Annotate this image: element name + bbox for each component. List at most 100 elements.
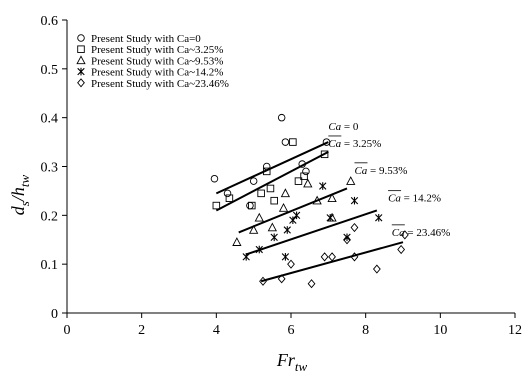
data-point-series-4 xyxy=(307,279,316,289)
axes xyxy=(62,19,516,318)
data-point-series-2 xyxy=(249,224,259,234)
fit-annotation: Ca = 9.53% xyxy=(354,165,407,177)
annotation-value: = 9.53% xyxy=(367,165,407,177)
data-point-series-1 xyxy=(212,201,221,210)
x-tick-label: 12 xyxy=(508,323,522,338)
data-point-series-4 xyxy=(287,259,295,269)
data-point-series-3 xyxy=(270,233,278,242)
data-point-series-0 xyxy=(210,174,219,183)
x-axis-title-sub: tw xyxy=(295,359,308,371)
annotation-symbol: Ca xyxy=(388,193,401,205)
data-point-series-0 xyxy=(322,138,331,146)
x-tick-label: 4 xyxy=(213,323,220,338)
legend-marker xyxy=(77,34,85,42)
data-point-series-1 xyxy=(289,138,297,146)
data-point-series-4 xyxy=(277,274,286,284)
data-point-series-1 xyxy=(294,177,303,185)
data-point-series-1 xyxy=(248,201,256,210)
legend-entry: Present Study with Ca~9.53% xyxy=(91,55,223,67)
data-point-series-2 xyxy=(232,237,242,246)
legend-marker xyxy=(77,45,85,53)
data-points xyxy=(210,113,409,289)
data-point-series-3 xyxy=(319,182,327,190)
data-point-series-1 xyxy=(257,189,265,198)
fit-annotation: Ca = 23.46% xyxy=(392,227,450,239)
fit-annotation: Ca = 14.2% xyxy=(388,193,441,205)
data-point-series-3 xyxy=(242,253,250,261)
y-axis-title-sub-tw: tw xyxy=(17,174,32,187)
y-tick-label: 0.4 xyxy=(41,112,59,127)
data-point-series-0 xyxy=(246,201,254,210)
data-point-series-3 xyxy=(281,253,290,261)
data-point-series-1 xyxy=(320,150,329,159)
fit-annotation: Ca = 3.25% xyxy=(328,138,381,150)
x-tick-label: 10 xyxy=(433,323,447,338)
y-axis-title-sub-s: s xyxy=(17,201,32,206)
data-point-series-4 xyxy=(372,264,381,274)
y-axis-title-d: d xyxy=(8,205,28,215)
annotation-symbol: Ca xyxy=(328,138,341,150)
data-point-series-0 xyxy=(249,177,258,185)
data-point-series-1 xyxy=(225,194,234,202)
y-axis-title: ds/htw xyxy=(8,174,32,215)
fit-line-series-0 xyxy=(215,141,329,195)
data-point-series-3 xyxy=(283,226,291,234)
data-point-series-2 xyxy=(278,202,289,212)
data-point-series-4 xyxy=(343,235,351,245)
legend-entry: Present Study with Ca~23.46% xyxy=(91,78,229,90)
data-point-series-4 xyxy=(350,222,359,233)
tick-labels: 0 2 4 6 8 10 12 0 0.1 0.2 0.3 0.4 0.5 0.6 xyxy=(41,14,522,338)
data-point-series-0 xyxy=(298,160,306,168)
data-point-series-1 xyxy=(266,184,275,193)
y-tick-label: 0.3 xyxy=(41,161,59,176)
fit-line-series-1 xyxy=(215,150,329,212)
annotation-symbol: Ca xyxy=(354,165,367,177)
x-tick-label: 8 xyxy=(362,323,369,338)
legend-entry: Present Study with Ca~14.2% xyxy=(91,67,223,79)
fit-line-series-3 xyxy=(245,209,378,256)
data-point-series-4 xyxy=(259,276,267,286)
data-point-series-3 xyxy=(289,216,297,225)
data-point-series-2 xyxy=(327,193,337,202)
x-axis-title: Frtw xyxy=(276,350,308,371)
data-point-series-4 xyxy=(350,252,359,262)
data-point-series-1 xyxy=(270,196,278,205)
legend-entry: Present Study with Ca~3.25% xyxy=(91,44,223,56)
data-point-series-0 xyxy=(281,138,290,146)
annotation-value: = 0 xyxy=(341,121,359,133)
legend-marker xyxy=(77,78,85,88)
data-point-series-0 xyxy=(277,113,286,122)
y-tick-label: 0.6 xyxy=(41,14,59,29)
data-point-series-3 xyxy=(292,211,301,220)
x-axis-title-main: Fr xyxy=(276,350,296,370)
data-point-series-3 xyxy=(375,213,383,222)
data-point-series-2 xyxy=(346,176,356,185)
data-point-series-3 xyxy=(343,233,351,242)
annotation-value: = 14.2% xyxy=(401,193,441,205)
data-point-series-0 xyxy=(302,167,310,176)
data-point-series-2 xyxy=(303,178,313,188)
data-point-series-0 xyxy=(223,189,232,198)
annotation-symbol: Ca xyxy=(328,121,341,133)
data-point-series-1 xyxy=(262,167,271,176)
y-tick-label: 0 xyxy=(51,307,58,322)
data-point-series-2 xyxy=(280,188,291,198)
data-point-series-4 xyxy=(328,252,336,262)
fit-annotation: Ca = 0 xyxy=(328,121,359,133)
fit-lines xyxy=(215,141,404,283)
legend-marker xyxy=(77,67,85,76)
data-point-series-4 xyxy=(320,252,329,262)
data-point-series-2 xyxy=(254,212,264,222)
x-tick-label: 6 xyxy=(288,323,295,338)
data-point-series-3 xyxy=(350,196,359,205)
y-axis-title-sep: /h xyxy=(8,187,28,202)
data-point-series-4 xyxy=(400,230,409,240)
data-point-series-2 xyxy=(267,222,277,232)
legend-marker xyxy=(76,55,86,65)
data-point-series-3 xyxy=(255,245,263,254)
data-point-series-2 xyxy=(312,195,322,205)
y-tick-label: 0.1 xyxy=(41,258,59,273)
data-point-series-1 xyxy=(300,172,308,181)
